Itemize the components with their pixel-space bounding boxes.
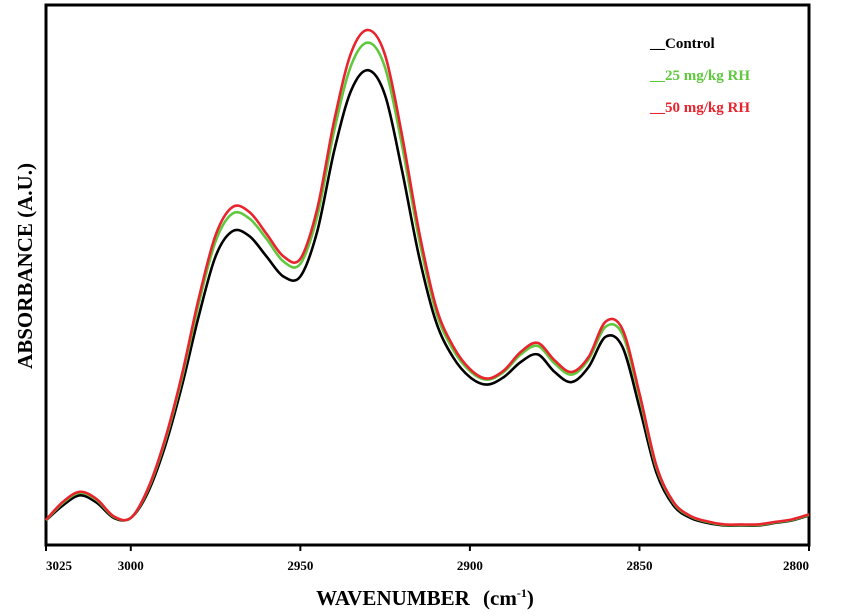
x-axis-title: WAVENUMBER (cm-1) <box>316 586 534 610</box>
x-axis-title-text: WAVENUMBER <box>316 586 470 610</box>
series-line-0 <box>45 68 810 527</box>
legend-entry-50mg: __50 mg/kg RH <box>649 100 750 116</box>
x-axis-unit: cm <box>490 586 517 610</box>
x-tick-label: 3000 <box>118 558 144 573</box>
x-tick-label: 2900 <box>457 558 483 573</box>
series-line-2 <box>45 28 810 526</box>
x-axis-ticks: 3025 3000 2950 2900 2850 2800 <box>45 545 810 573</box>
x-tick-label: 2800 <box>783 558 809 573</box>
x-tick-label: 2850 <box>626 558 652 573</box>
legend: __Control __25 mg/kg RH __50 mg/kg RH <box>649 36 750 116</box>
legend-entry-control: __Control <box>649 36 715 52</box>
x-tick-label: 3025 <box>46 558 73 573</box>
legend-entry-25mg: __25 mg/kg RH <box>649 68 750 84</box>
x-axis-unit-exponent: -1 <box>517 586 527 600</box>
series-layer <box>45 28 810 527</box>
y-axis-title: ABSORBANCE (A.U.) <box>13 163 37 369</box>
plot-frame <box>44 3 811 547</box>
x-tick-label: 2950 <box>287 558 313 573</box>
